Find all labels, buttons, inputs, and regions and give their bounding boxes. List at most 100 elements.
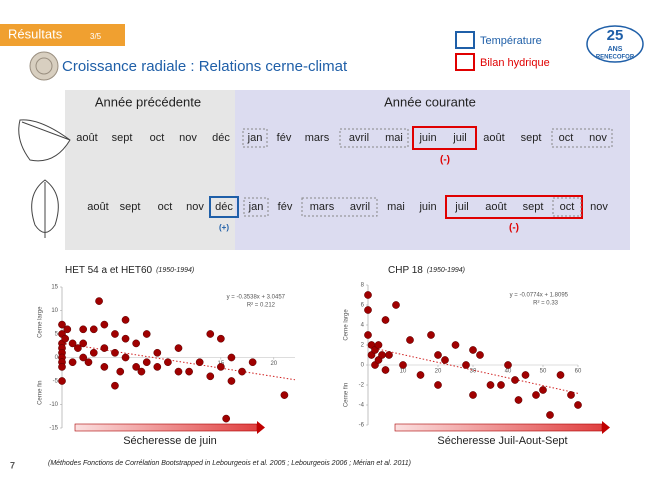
section: Résultats (8, 26, 63, 41)
y-tick-label: -5 (53, 379, 59, 385)
point (434, 381, 441, 388)
point (80, 340, 87, 347)
month: nov (590, 201, 608, 213)
point (64, 326, 71, 333)
month: oct (150, 132, 165, 144)
logo-text: RENECOFOR (596, 55, 635, 61)
point (281, 392, 288, 399)
legend-label: Bilan hydrique (480, 57, 550, 69)
point (143, 330, 150, 337)
point (217, 363, 224, 370)
point (511, 376, 518, 383)
slide-number: 7 (10, 460, 15, 470)
point (238, 368, 245, 375)
r-squared: R² = 0.212 (247, 303, 276, 309)
point (406, 336, 413, 343)
month: mai (385, 132, 403, 144)
footnote: (Méthodes Fonctions de Corrélation Boots… (48, 460, 411, 467)
month: avril (350, 201, 370, 213)
point (385, 351, 392, 358)
point (207, 330, 214, 337)
y-tick-label: 15 (51, 285, 58, 291)
chart-title-text: CHP 18 (388, 265, 423, 276)
point (504, 361, 511, 368)
x-tick-label: 20 (270, 361, 277, 367)
point (364, 331, 371, 338)
point (532, 391, 539, 398)
month: mars (310, 201, 335, 213)
drought-arrow (395, 424, 602, 431)
point (399, 361, 406, 368)
point (95, 298, 102, 305)
month: août (485, 201, 506, 213)
point (138, 368, 145, 375)
y-axis-label: Cerne large (344, 309, 350, 341)
x-tick-label: 50 (540, 369, 547, 375)
point (207, 373, 214, 380)
logo-number: 25 (607, 27, 624, 44)
point (228, 354, 235, 361)
period-label: Année courante (384, 94, 476, 109)
month: déc (212, 132, 230, 144)
y-axis-label: Cerne fin (38, 381, 44, 405)
point (122, 354, 129, 361)
point (476, 351, 483, 358)
point (175, 345, 182, 352)
chart-subtitle: (1950-1994) (156, 267, 194, 274)
drought-arrow (75, 424, 257, 431)
x-tick-label: 10 (400, 369, 407, 375)
previous-panel (65, 90, 235, 250)
month: nov (589, 132, 607, 144)
drought-label: Sécheresse de juin (123, 435, 217, 447)
point (122, 316, 129, 323)
month: août (483, 132, 504, 144)
point (90, 349, 97, 356)
point (546, 411, 553, 418)
point (62, 335, 69, 342)
slide: Résultats 3/5 Croissance radiale : Relat… (0, 0, 649, 488)
point (487, 381, 494, 388)
point (122, 335, 129, 342)
y-tick-label: 10 (51, 308, 58, 314)
point (101, 345, 108, 352)
y-tick-label: -4 (359, 403, 365, 409)
month: jan (248, 201, 264, 213)
logo-text: ANS (608, 46, 623, 53)
month: mars (305, 132, 330, 144)
sign: (-) (440, 155, 450, 166)
month: déc (215, 201, 233, 213)
sign: (+) (219, 223, 229, 232)
equation: y = -0.3538x + 3.0457 (227, 295, 286, 301)
section-page: 3/5 (90, 32, 102, 41)
point (364, 291, 371, 298)
month: août (76, 132, 97, 144)
point (515, 396, 522, 403)
point (497, 381, 504, 388)
point (175, 368, 182, 375)
point (117, 368, 124, 375)
month: sept (521, 132, 542, 144)
point (382, 316, 389, 323)
month: sept (523, 201, 544, 213)
month: nov (186, 201, 204, 213)
point (133, 340, 140, 347)
ring-icon (30, 52, 58, 80)
point (522, 371, 529, 378)
point (101, 363, 108, 370)
point (417, 371, 424, 378)
point (462, 361, 469, 368)
point (69, 359, 76, 366)
current-panel (235, 90, 630, 250)
point (249, 359, 256, 366)
point (557, 371, 564, 378)
month: juil (454, 201, 468, 213)
point (434, 351, 441, 358)
month: sept (112, 132, 133, 144)
point (392, 301, 399, 308)
month: fév (278, 201, 293, 213)
x-tick-label: 20 (435, 369, 442, 375)
equation: y = -0.0774x + 1.8095 (510, 293, 569, 299)
month: oct (559, 132, 574, 144)
point (111, 330, 118, 337)
month: oct (560, 201, 575, 213)
